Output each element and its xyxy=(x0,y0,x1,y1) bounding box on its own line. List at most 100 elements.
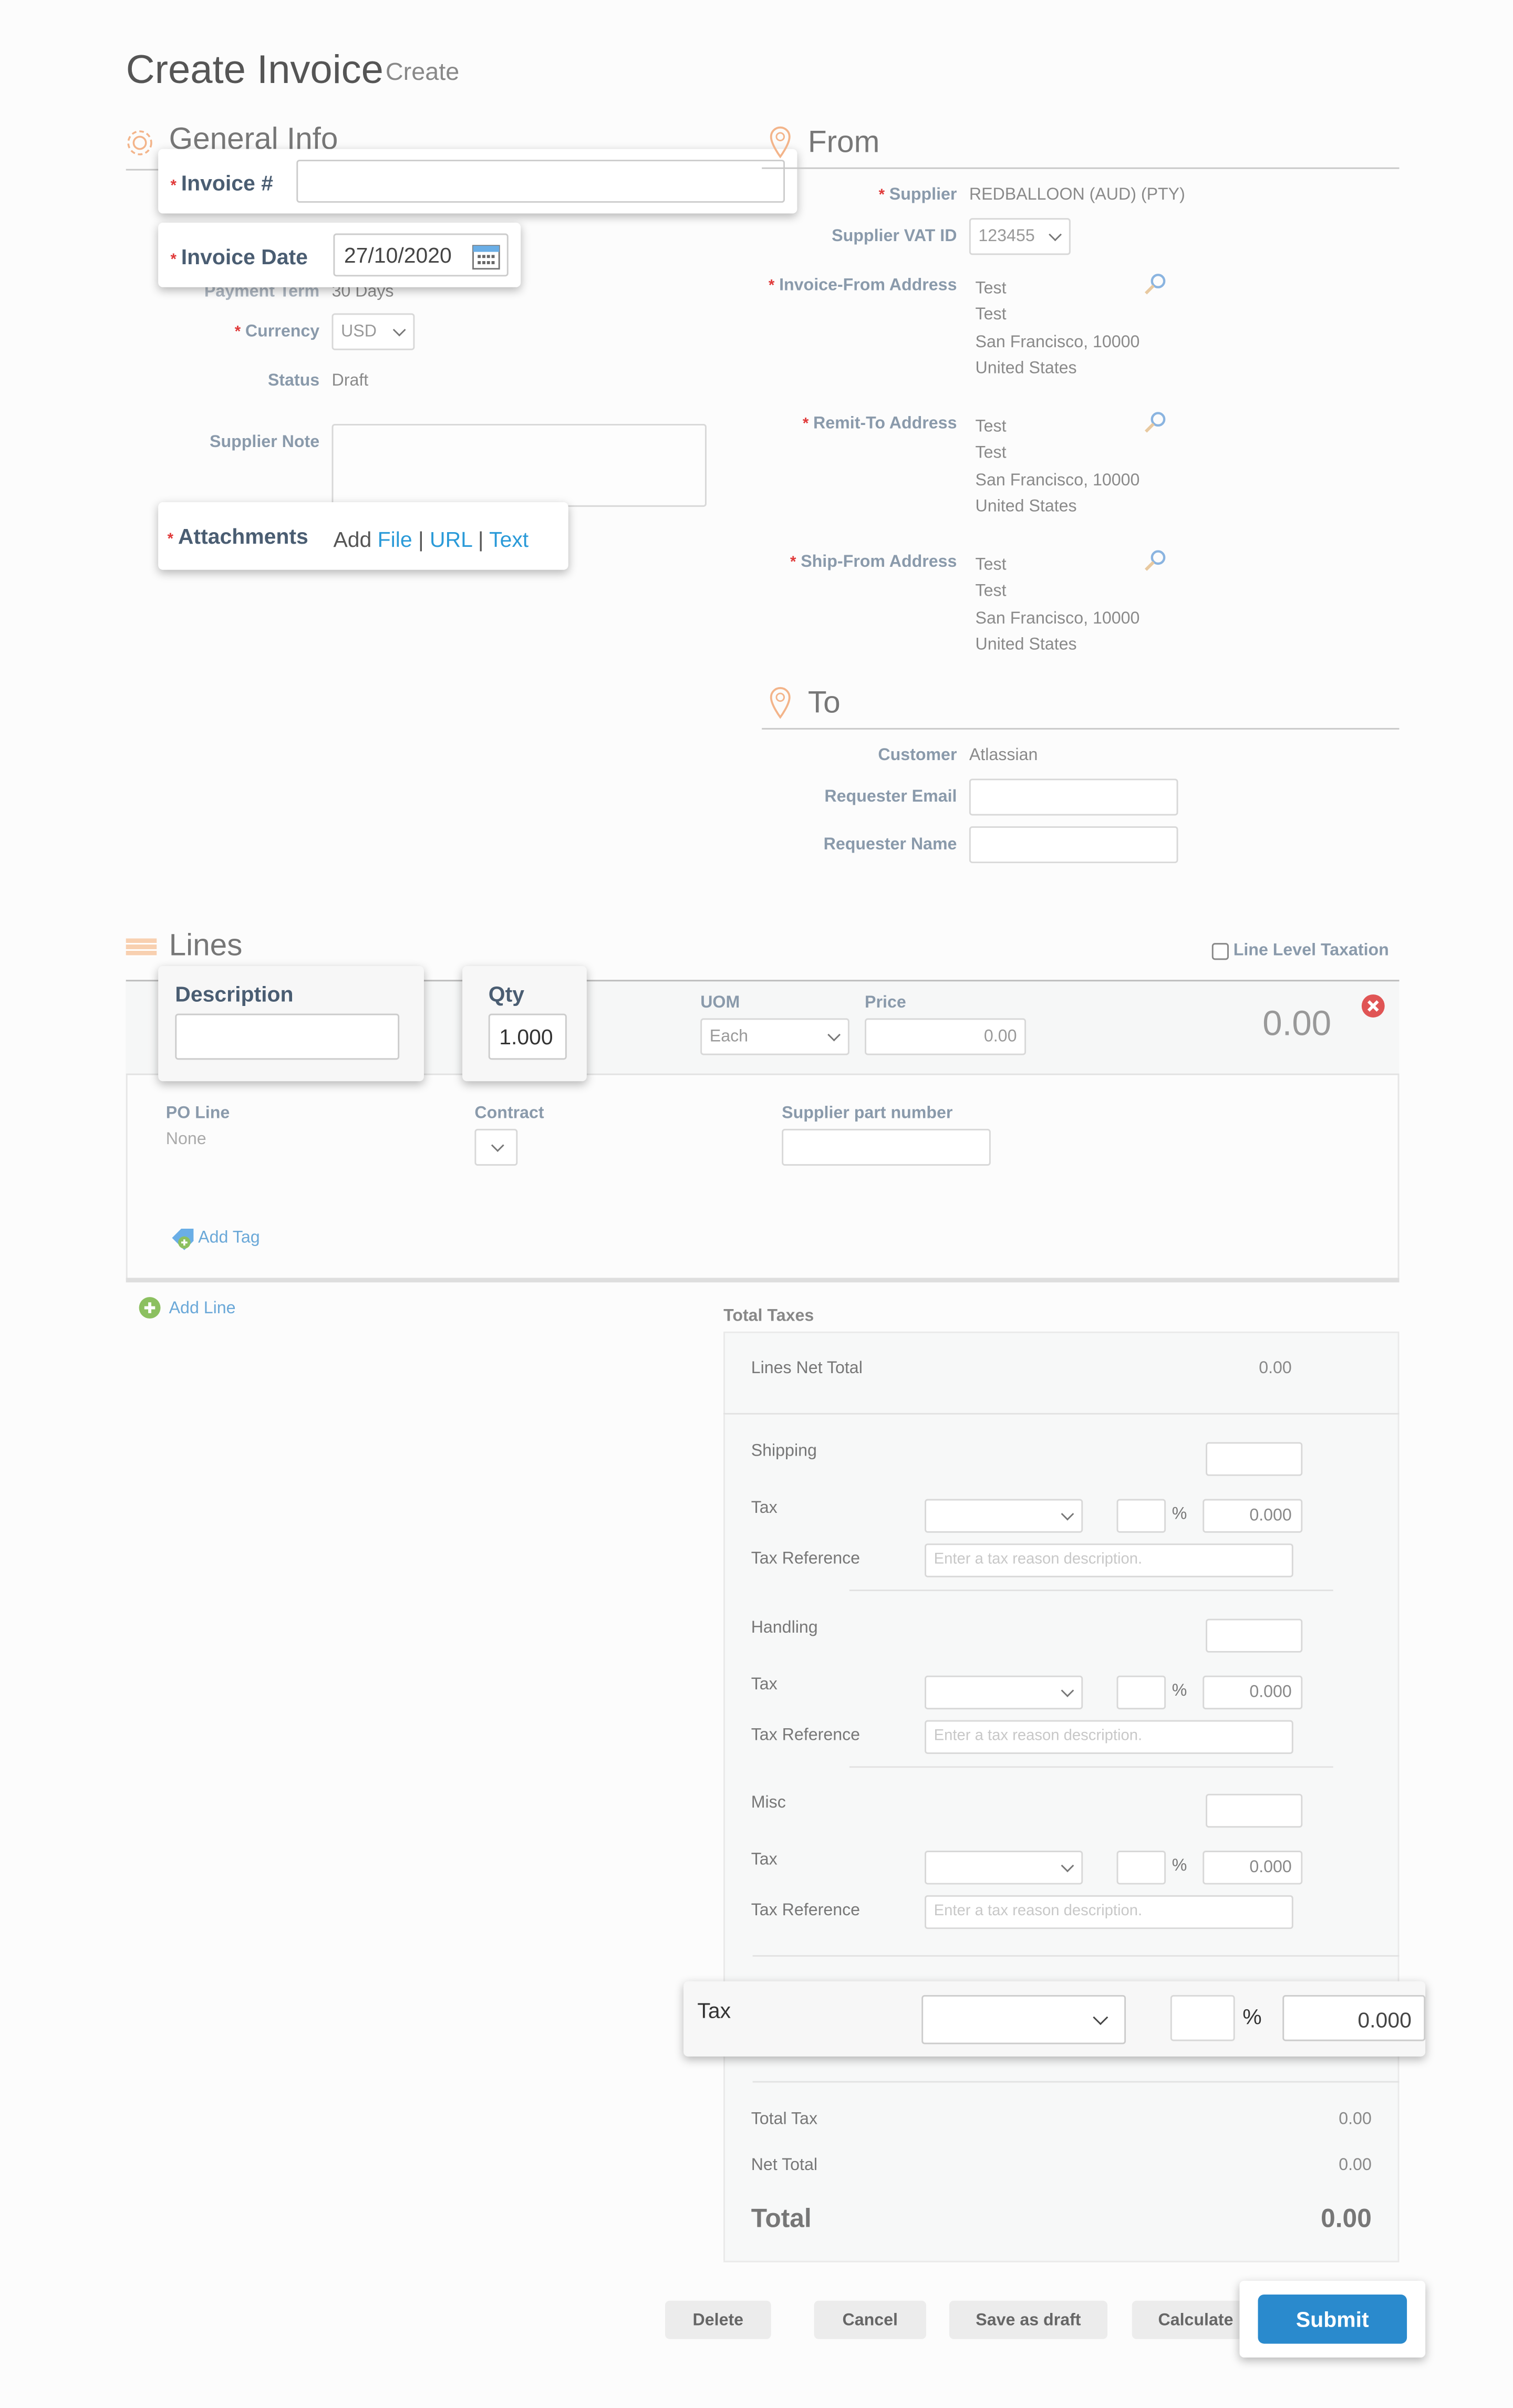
address-lines: Test Test San Francisco, 10000 United State… xyxy=(975,418,1140,517)
charge-tax-select[interactable] xyxy=(925,1851,1083,1885)
tax-reference-input[interactable]: Enter a tax reason description. xyxy=(925,1895,1293,1929)
charge-tax-select[interactable] xyxy=(925,1675,1083,1710)
add-line-link[interactable]: Add Line xyxy=(138,1296,236,1320)
price-input[interactable]: 0.00 xyxy=(865,1018,1027,1055)
total-tax-value: 0.00 xyxy=(1339,2110,1372,2129)
qty-label: Qty xyxy=(488,981,524,1006)
qty-input[interactable]: 1.000 xyxy=(488,1013,567,1060)
tax-reference-input[interactable]: Enter a tax reason description. xyxy=(925,1543,1293,1577)
separator: | xyxy=(478,526,484,552)
charge-label: Shipping xyxy=(751,1442,817,1461)
list-icon xyxy=(126,938,157,957)
description-input[interactable] xyxy=(175,1013,400,1060)
chevron-down-icon xyxy=(491,1139,504,1152)
delete-line-icon[interactable] xyxy=(1361,994,1385,1019)
save-draft-button[interactable]: Save as draft xyxy=(949,2300,1107,2339)
tax-reference-label: Tax Reference xyxy=(751,1901,861,1920)
delete-button[interactable]: Delete xyxy=(665,2300,771,2339)
invoice-date-card: * Invoice Date 27/10/2020 xyxy=(158,222,521,287)
line-level-taxation-checkbox[interactable]: Line Level Taxation xyxy=(1211,941,1389,960)
lines-net-total-label: Lines Net Total xyxy=(751,1359,863,1378)
supplier-part-number-label: Supplier part number xyxy=(782,1104,953,1123)
qty-card: Qty 1.000 xyxy=(462,966,587,1082)
uom-select[interactable]: Each xyxy=(700,1018,849,1055)
customer-value: Atlassian xyxy=(969,746,1038,765)
charge-amount-input[interactable] xyxy=(1206,1618,1303,1653)
submit-card: Submit xyxy=(1239,2280,1426,2358)
attach-text-link[interactable]: Text xyxy=(489,526,529,552)
attach-file-link[interactable]: File xyxy=(377,526,412,552)
description-card: Description xyxy=(158,966,424,1082)
contract-select[interactable] xyxy=(474,1128,518,1166)
attach-url-link[interactable]: URL xyxy=(430,526,472,552)
submit-button[interactable]: Submit xyxy=(1258,2295,1407,2344)
charge-label: Misc xyxy=(751,1793,786,1812)
charge-tax-label: Tax xyxy=(751,1499,778,1518)
total-value: 0.00 xyxy=(1321,2204,1372,2234)
checkbox[interactable] xyxy=(1211,942,1229,959)
invoice-number-input[interactable] xyxy=(296,160,785,203)
invoice-number-card: * Invoice # xyxy=(158,149,797,214)
separator: | xyxy=(418,526,424,552)
net-total-value: 0.00 xyxy=(1339,2156,1372,2175)
supplier-note-label: Supplier Note xyxy=(210,433,320,452)
lines-net-total-value: 0.00 xyxy=(1259,1359,1292,1378)
page-title: Create Invoice xyxy=(126,46,384,92)
percent-sign: % xyxy=(1172,1856,1187,1875)
supplier-vat-select[interactable]: 123455 xyxy=(969,218,1071,255)
tax-reference-input[interactable]: Enter a tax reason description. xyxy=(925,1720,1293,1754)
section-title-to: To xyxy=(807,686,841,721)
plus-circle-icon xyxy=(139,1297,161,1319)
percent-sign: % xyxy=(1172,1682,1187,1700)
line-total: 0.00 xyxy=(1262,1003,1332,1043)
requester-name-input[interactable] xyxy=(969,826,1178,864)
customer-label: Customer xyxy=(878,746,957,765)
search-icon[interactable] xyxy=(1143,548,1167,573)
charge-tax-amount-input[interactable]: 0.000 xyxy=(1203,1675,1303,1710)
supplier-part-number-input[interactable] xyxy=(782,1128,991,1166)
charge-tax-amount-input[interactable]: 0.000 xyxy=(1203,1499,1303,1533)
chevron-down-icon xyxy=(1049,228,1062,242)
calculate-button[interactable]: Calculate xyxy=(1132,2300,1252,2339)
status-value: Draft xyxy=(331,371,369,390)
search-icon[interactable] xyxy=(1143,410,1167,435)
supplier-value: REDBALLOON (AUD) (PTY) xyxy=(969,185,1185,204)
charge-tax-amount-input[interactable]: 0.000 xyxy=(1203,1851,1303,1885)
invoice-date-label: * Invoice Date xyxy=(170,244,308,269)
invoice-tax-label: Tax xyxy=(697,1998,731,2023)
add-tag-link[interactable]: Add Tag xyxy=(171,1226,260,1250)
po-line-value: None xyxy=(165,1130,206,1149)
percent-sign: % xyxy=(1172,1505,1187,1524)
chevron-down-icon xyxy=(827,1028,841,1042)
invoice-date-input[interactable]: 27/10/2020 xyxy=(333,233,509,277)
supplier-note-textarea[interactable] xyxy=(331,423,707,507)
invoice-tax-amount-input[interactable]: 0.000 xyxy=(1282,1995,1426,2041)
charge-amount-input[interactable] xyxy=(1206,1793,1303,1828)
calendar-icon[interactable] xyxy=(472,241,501,271)
invoice-tax-select[interactable] xyxy=(921,1995,1126,2044)
charge-tax-percent-input[interactable] xyxy=(1116,1851,1166,1885)
invoice-tax-percent-input[interactable] xyxy=(1170,1995,1235,2041)
currency-select[interactable]: USD xyxy=(331,313,415,350)
supplier-vat-label: Supplier VAT ID xyxy=(832,227,957,246)
page-subtitle: Create xyxy=(385,60,460,86)
contract-label: Contract xyxy=(474,1104,544,1123)
invoice-tax-card: Tax % 0.000 xyxy=(683,1981,1426,2057)
charge-tax-percent-input[interactable] xyxy=(1116,1499,1166,1533)
tag-icon xyxy=(172,1228,194,1250)
requester-email-label: Requester Email xyxy=(824,787,957,806)
search-icon[interactable] xyxy=(1143,272,1167,296)
status-label: Status xyxy=(267,371,320,390)
requester-email-input[interactable] xyxy=(969,779,1178,816)
price-label: Price xyxy=(865,993,906,1012)
supplier-label: * Supplier xyxy=(878,185,957,204)
chevron-down-icon xyxy=(1093,2010,1108,2026)
charge-tax-percent-input[interactable] xyxy=(1116,1675,1166,1710)
charge-tax-select[interactable] xyxy=(925,1499,1083,1533)
tax-reference-label: Tax Reference xyxy=(751,1550,861,1569)
cancel-button[interactable]: Cancel xyxy=(814,2300,926,2339)
charge-amount-input[interactable] xyxy=(1206,1442,1303,1476)
total-tax-label: Total Tax xyxy=(751,2110,818,2129)
requester-name-label: Requester Name xyxy=(823,835,957,854)
address-label: * Remit-To Address xyxy=(802,414,957,433)
